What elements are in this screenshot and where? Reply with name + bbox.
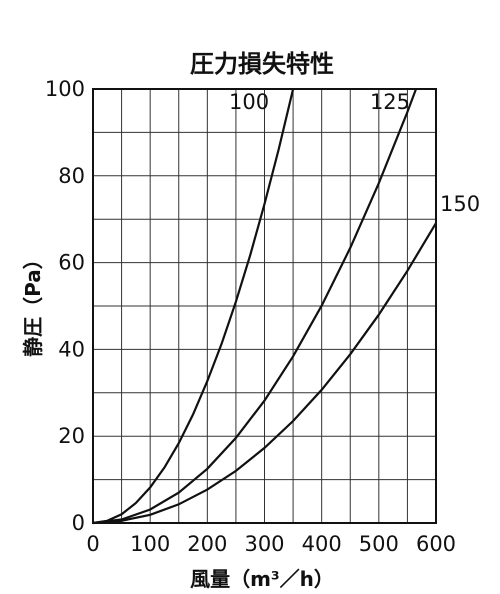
x-tick-label: 0 <box>86 532 99 556</box>
x-tick-label: 600 <box>416 532 456 556</box>
chart-title: 圧力損失特性 <box>190 50 334 78</box>
x-tick-label: 200 <box>187 532 227 556</box>
x-axis-label: 風量（m³／h） <box>190 567 334 591</box>
x-tick-label: 400 <box>302 532 342 556</box>
x-tick-label: 500 <box>359 532 399 556</box>
curves <box>92 88 437 525</box>
series-label-150: 150 <box>440 192 480 216</box>
plot-frame <box>92 88 437 524</box>
series-line-100 <box>92 88 295 525</box>
series-label-125: 125 <box>370 90 410 114</box>
y-tick-label: 0 <box>72 511 85 535</box>
grid <box>93 89 436 523</box>
x-tick-label: 100 <box>130 532 170 556</box>
series-line-125 <box>92 88 418 525</box>
y-tick-label: 100 <box>45 77 85 101</box>
y-axis-label: 静圧（Pa） <box>21 249 45 357</box>
y-tick-label: 20 <box>58 424 85 448</box>
series-label-100: 100 <box>229 90 269 114</box>
y-tick-label: 60 <box>58 251 85 275</box>
series-line-150 <box>92 222 437 525</box>
x-tick-label: 300 <box>244 532 284 556</box>
series-labels: 100 125 150 <box>229 90 480 216</box>
tick-labels: 0 100 200 300 400 500 600 0 20 40 60 80 100 <box>45 77 456 556</box>
y-tick-label: 40 <box>58 337 85 361</box>
y-tick-label: 80 <box>58 164 85 188</box>
